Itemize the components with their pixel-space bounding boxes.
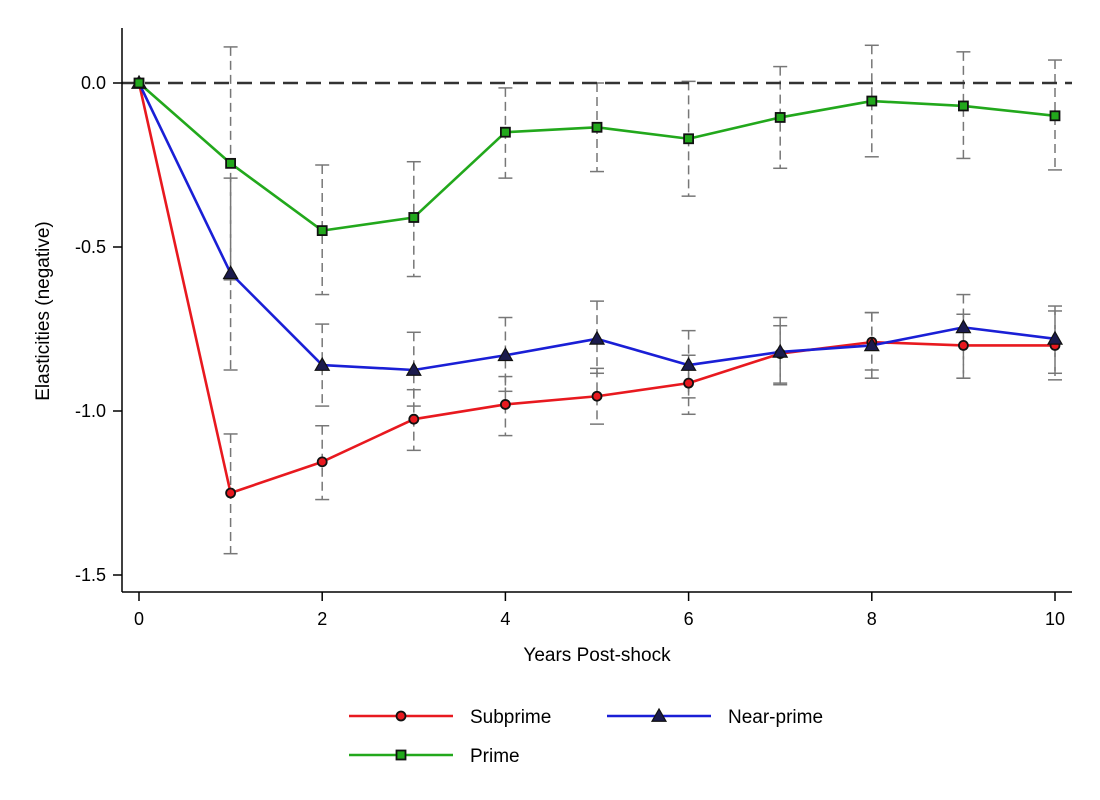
y-tick-label: -0.5 xyxy=(75,237,106,257)
point-near-prime-7 xyxy=(772,343,789,358)
x-axis-label: Years Post-shock xyxy=(523,645,671,666)
point-subprime-9 xyxy=(958,339,969,351)
legend-marker-near-prime xyxy=(650,707,668,722)
point-prime-0 xyxy=(133,77,145,89)
point-prime-2 xyxy=(316,225,328,237)
point-prime-10 xyxy=(1049,110,1061,122)
point-prime-5 xyxy=(591,121,603,133)
point-near-prime-6 xyxy=(680,356,697,371)
legend-label-prime: Prime xyxy=(470,746,520,767)
point-subprime-2 xyxy=(316,456,328,468)
point-near-prime-8 xyxy=(863,337,880,352)
point-near-prime-3 xyxy=(405,361,422,376)
error-bars xyxy=(223,44,1062,555)
legend-marker-prime xyxy=(395,749,407,761)
point-prime-1 xyxy=(225,157,237,169)
point-subprime-4 xyxy=(499,399,511,410)
x-tick-label: 8 xyxy=(867,609,877,629)
point-near-prime-10 xyxy=(1046,330,1064,345)
x-tick-label: 10 xyxy=(1045,609,1065,629)
y-tick-label: 0.0 xyxy=(81,73,106,93)
point-near-prime-1 xyxy=(222,265,239,280)
y-tick-label: -1.0 xyxy=(75,401,106,421)
point-prime-8 xyxy=(866,95,878,107)
point-prime-3 xyxy=(408,212,420,223)
x-tick-label: 0 xyxy=(134,609,144,629)
point-subprime-5 xyxy=(591,390,603,402)
x-tick-label: 2 xyxy=(317,609,327,629)
point-prime-4 xyxy=(499,126,511,138)
legend-label-near-prime: Near-prime xyxy=(728,707,823,728)
y-axis-label: Elasticities (negative) xyxy=(33,221,54,401)
point-near-prime-4 xyxy=(497,347,514,362)
point-subprime-6 xyxy=(683,377,694,389)
x-tick-label: 4 xyxy=(500,609,510,629)
point-prime-6 xyxy=(683,133,694,145)
tick-labels: 0.0 -0.5 -1.0 -1.5 0 2 4 6 8 10 xyxy=(75,73,1065,629)
point-subprime-3 xyxy=(408,413,420,425)
legend: Subprime Near-prime Prime xyxy=(349,707,823,767)
legend-item-near-prime: Near-prime xyxy=(607,707,823,728)
axes xyxy=(113,28,1072,601)
legend-marker-subprime xyxy=(395,710,407,722)
legend-item-prime: Prime xyxy=(349,746,520,767)
y-tick-label: -1.5 xyxy=(75,565,106,585)
point-prime-9 xyxy=(958,100,969,112)
series-markers xyxy=(130,74,1064,499)
point-near-prime-5 xyxy=(588,330,606,345)
point-near-prime-2 xyxy=(314,356,331,371)
point-prime-7 xyxy=(774,112,786,123)
x-tick-label: 6 xyxy=(684,609,694,629)
point-subprime-1 xyxy=(225,487,237,499)
point-near-prime-9 xyxy=(955,319,972,334)
legend-label-subprime: Subprime xyxy=(470,707,551,728)
legend-item-subprime: Subprime xyxy=(349,707,551,728)
